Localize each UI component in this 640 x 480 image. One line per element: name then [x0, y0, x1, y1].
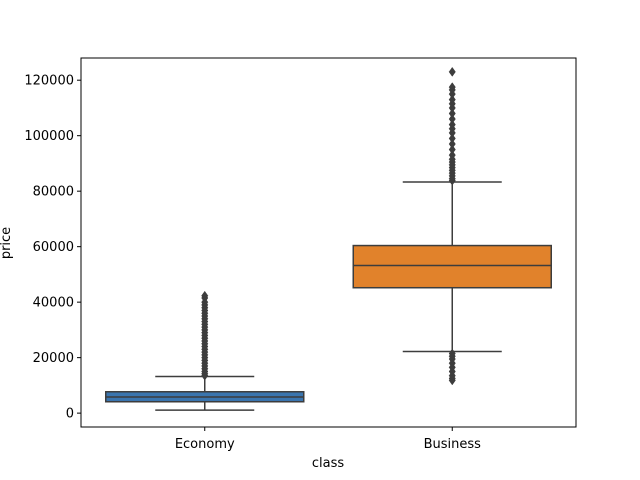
outlier-point — [448, 66, 456, 77]
x-tick-label-business: Business — [424, 437, 482, 452]
y-tick-label: 120000 — [24, 74, 74, 89]
iqr-box — [352, 244, 552, 289]
y-tick-label: 40000 — [33, 296, 74, 311]
y-tick-label: 80000 — [33, 185, 74, 200]
outlier-point — [448, 133, 456, 144]
plot-area — [81, 58, 576, 427]
outlier-point — [201, 290, 209, 301]
box-economy — [105, 290, 305, 411]
y-axis-title: price — [0, 227, 14, 259]
outlier-point — [448, 108, 456, 119]
outlier-point — [448, 94, 456, 105]
y-tick-label: 0 — [66, 407, 74, 422]
y-tick-label: 20000 — [33, 351, 74, 366]
box-business — [352, 66, 552, 386]
y-tick-label: 60000 — [33, 240, 74, 255]
outlier-point — [448, 150, 456, 161]
y-tick-label: 100000 — [24, 129, 74, 144]
outlier-point — [448, 114, 456, 124]
outlier-point — [448, 119, 456, 130]
outlier-point — [448, 82, 456, 93]
x-tick-label-economy: Economy — [175, 437, 235, 452]
outlier-point — [448, 348, 456, 359]
x-axis-title: class — [312, 456, 344, 471]
plot-frame — [80, 57, 577, 428]
outlier-point — [448, 139, 456, 149]
outlier-point — [448, 144, 456, 155]
